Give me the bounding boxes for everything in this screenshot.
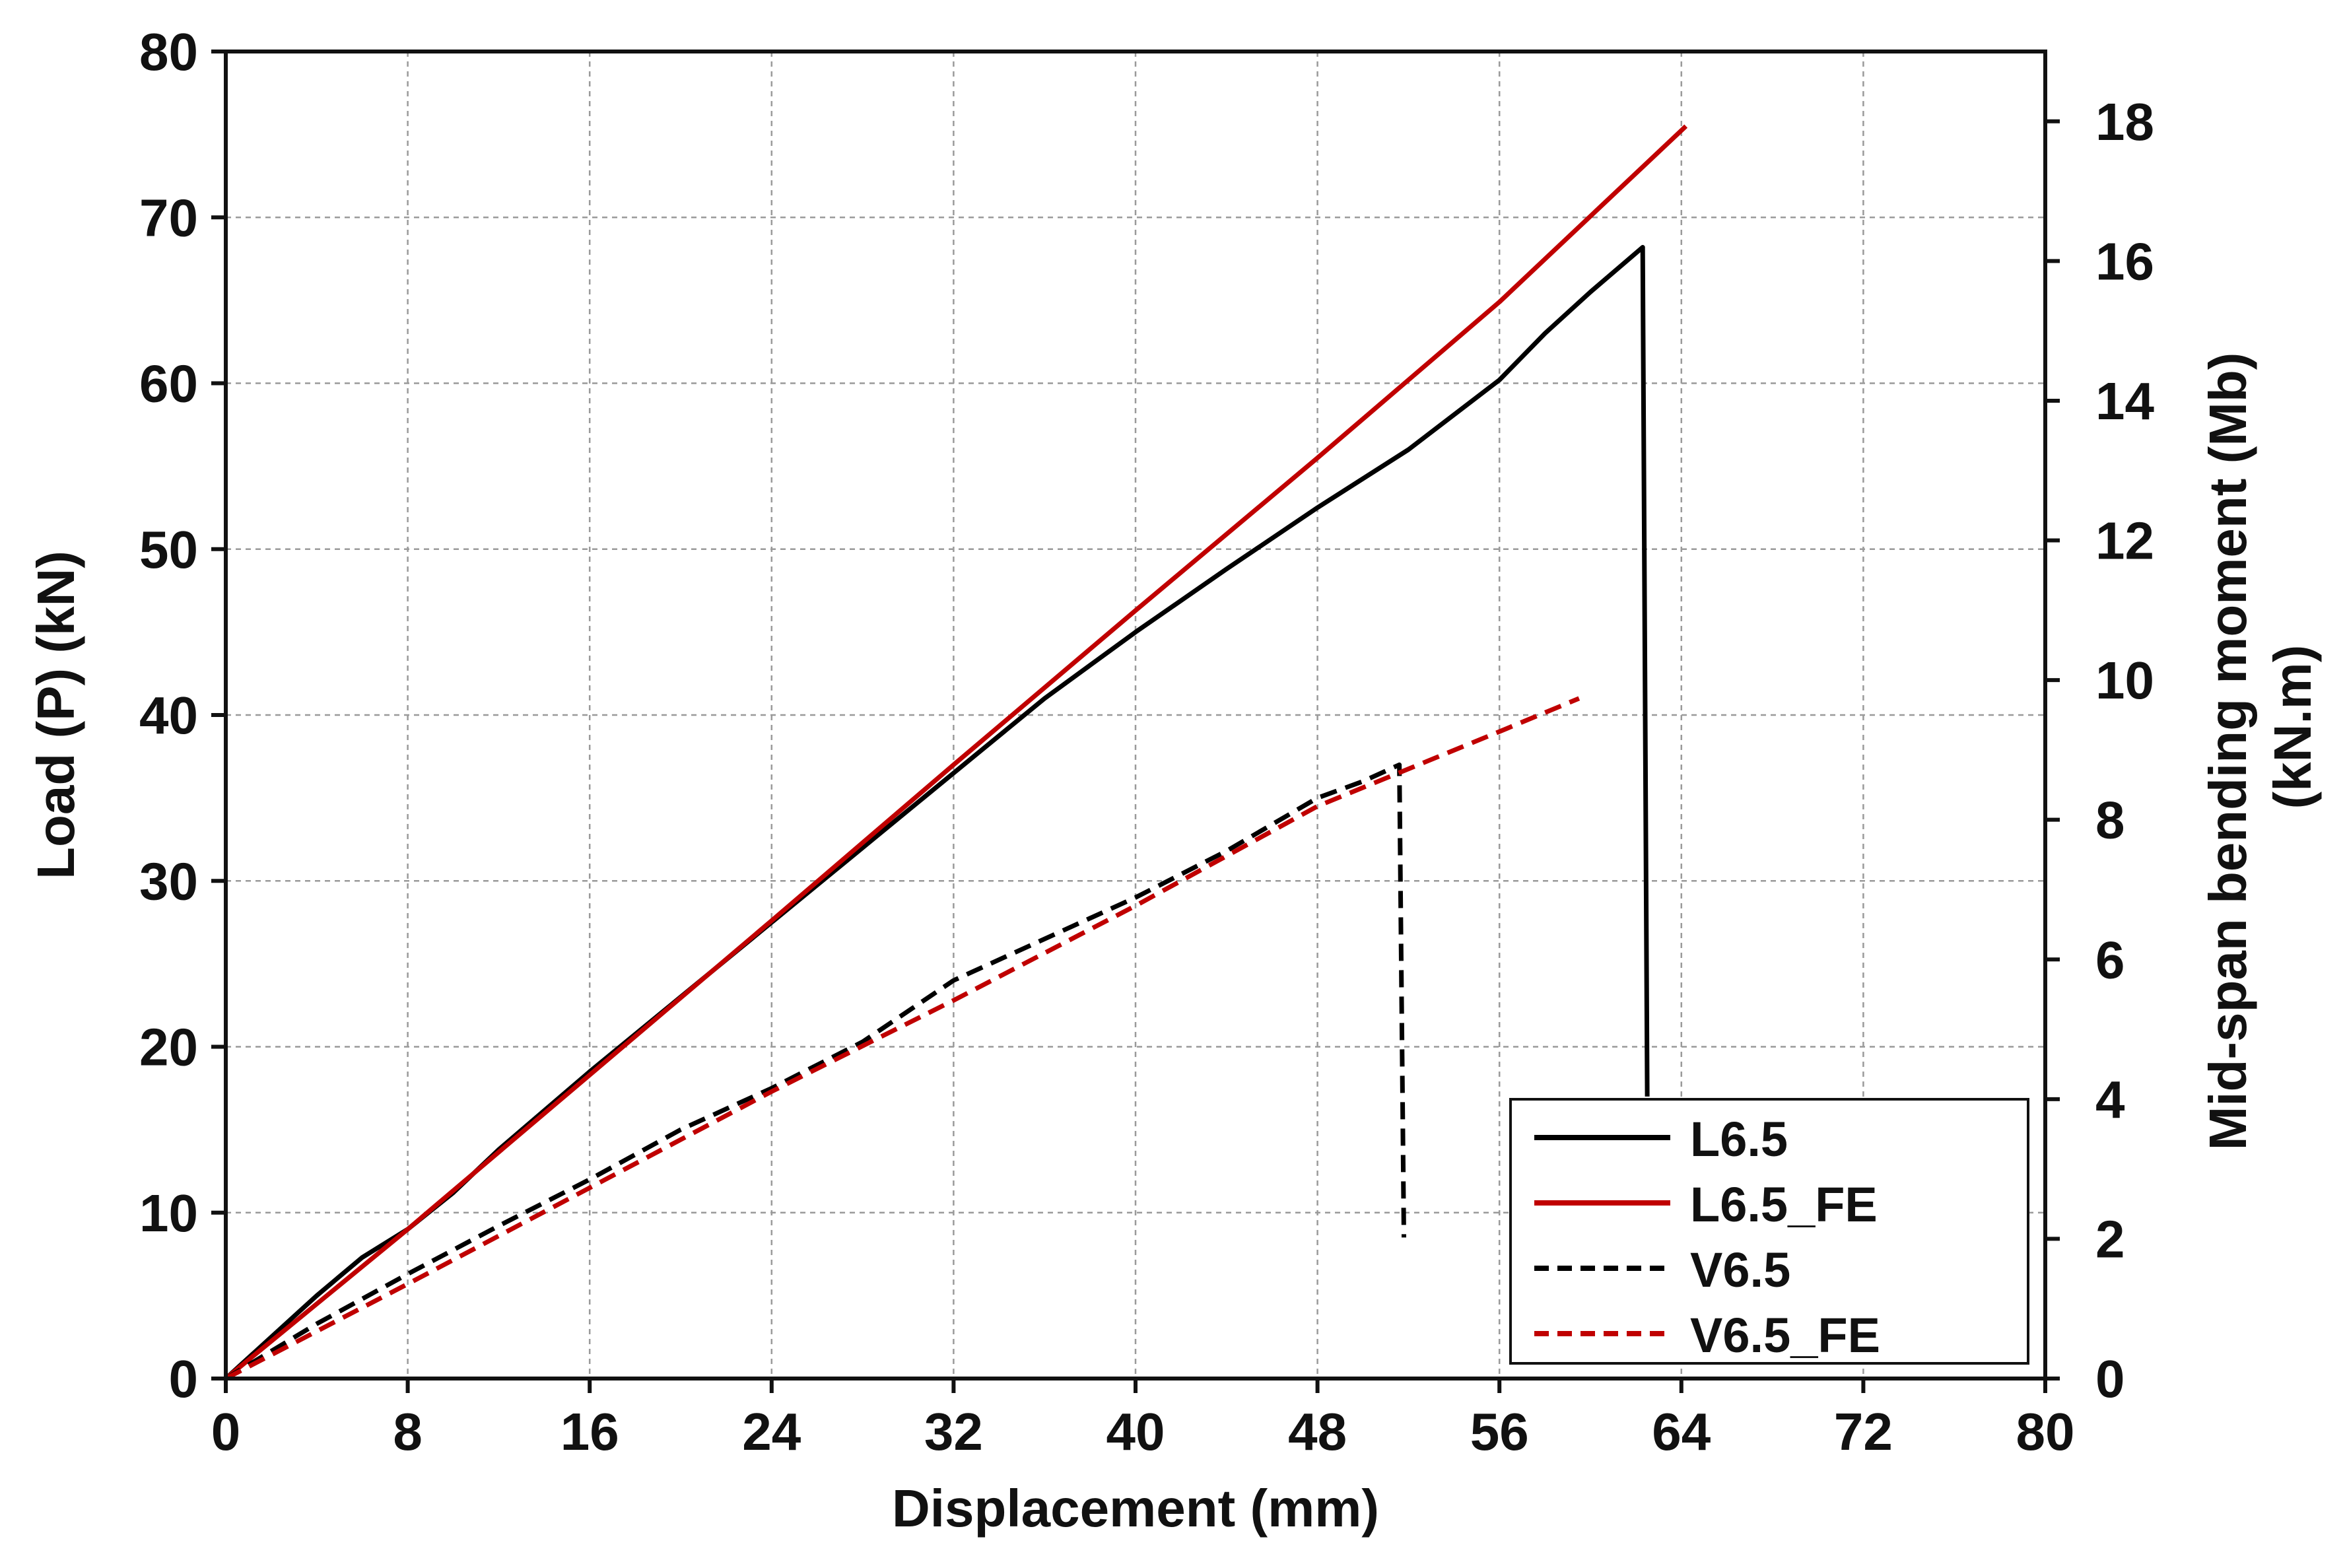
x-tick-label: 56 <box>1470 1402 1529 1461</box>
x-tick-label: 40 <box>1106 1402 1165 1461</box>
y-tick-label: 30 <box>139 852 198 910</box>
series-line-l6-5-fe <box>224 124 1688 1381</box>
x-tick-label: 80 <box>2016 1402 2075 1461</box>
y2-tick-label: 16 <box>2095 232 2154 290</box>
y-tick-label: 80 <box>139 22 198 81</box>
y2-tick-label: 18 <box>2095 92 2154 151</box>
y-axis-label: Load (P) (kN) <box>26 551 85 879</box>
x-tick-label: 72 <box>1834 1402 1893 1461</box>
x-tick-label: 24 <box>742 1402 801 1461</box>
y-tick-label: 40 <box>139 686 198 745</box>
legend-label: V6.5 <box>1690 1243 1790 1297</box>
legend-label: V6.5_FE <box>1690 1308 1880 1363</box>
y-tick-label: 70 <box>139 188 198 247</box>
y-tick-label: 0 <box>169 1349 199 1408</box>
y-tick-label: 50 <box>139 520 198 579</box>
y2-axis-label-line1: Mid-span bending moment (Mb) <box>2198 353 2257 1151</box>
legend-label: L6.5_FE <box>1690 1177 1878 1232</box>
y2-axis-label-line2: (kN.m) <box>2263 645 2322 809</box>
y-tick-label: 10 <box>139 1184 198 1243</box>
legend: L6.5 L6.5_FE V6.5 V6.5_FE <box>1509 1098 2029 1365</box>
x-tick-label: 0 <box>211 1402 241 1461</box>
x-tick-label: 48 <box>1288 1402 1347 1461</box>
legend-label: L6.5 <box>1690 1112 1788 1167</box>
y2-tick-label: 6 <box>2095 930 2125 989</box>
x-axis-label: Displacement (mm) <box>892 1479 1379 1538</box>
y-tick-label: 20 <box>139 1018 198 1077</box>
legend-box <box>1509 1098 2029 1365</box>
y-tick-label: 60 <box>139 355 198 413</box>
x-tick-label: 16 <box>561 1402 619 1461</box>
series-layer <box>224 124 1688 1381</box>
x-tick-label: 32 <box>924 1402 983 1461</box>
y2-tick-label: 10 <box>2095 651 2154 710</box>
y2-tick-label: 4 <box>2095 1070 2125 1129</box>
y2-tick-label: 12 <box>2095 512 2154 570</box>
ticks: 0 8 16 24 32 40 48 56 64 72 8001020304050607080024… <box>139 22 2154 1461</box>
x-tick-label: 8 <box>393 1402 423 1461</box>
y2-tick-label: 14 <box>2095 372 2154 430</box>
series-line-v6-5-fe <box>224 696 1580 1381</box>
y2-tick-label: 2 <box>2095 1210 2125 1268</box>
series-line-v6-5 <box>224 762 1406 1381</box>
y2-tick-label: 8 <box>2095 791 2125 850</box>
series-line-l6-5 <box>224 245 1650 1381</box>
y2-tick-label: 0 <box>2095 1349 2125 1408</box>
x-tick-label: 64 <box>1652 1402 1711 1461</box>
